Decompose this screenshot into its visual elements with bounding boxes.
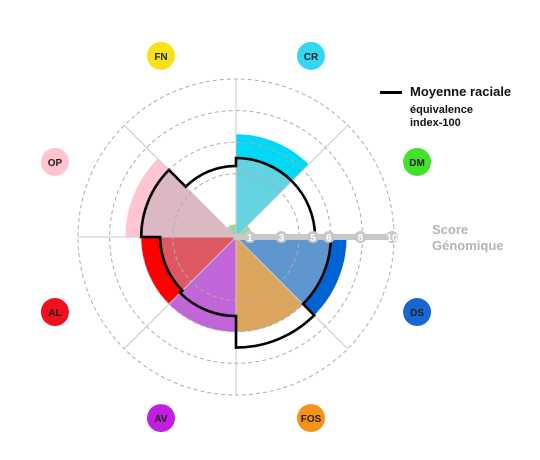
tick-marker	[307, 231, 319, 243]
axis-title-line-2: Génomique	[432, 238, 504, 253]
badge-circle	[403, 147, 432, 176]
sector-inner-fn	[227, 224, 236, 237]
badge-label: FN	[154, 52, 167, 63]
badge-cr: CR	[297, 41, 326, 70]
sector-inner-fos	[236, 237, 304, 332]
legend-subtitle-line-1: équivalence	[410, 104, 473, 116]
sector-inner-op	[141, 169, 236, 237]
legend-title: Moyenne raciale	[410, 84, 512, 99]
badge-circle	[403, 298, 432, 327]
average-outline	[139, 156, 333, 349]
sector-inner-al	[160, 237, 236, 291]
tick-marker	[243, 231, 256, 243]
badge-label: FOS	[301, 414, 322, 425]
badge-circle	[297, 404, 326, 433]
badge-fos: FOS	[297, 404, 326, 433]
badge-circle	[146, 404, 175, 433]
radial-axis-ticks: 1 3 5 6 8 10	[233, 231, 398, 244]
tick-label: 6	[326, 233, 332, 244]
badge-label: DM	[409, 158, 425, 169]
tick-label: 8	[358, 233, 364, 244]
legend-line-swatch	[380, 91, 402, 94]
badge-dm: DM	[403, 147, 432, 176]
badge-ds: DS	[403, 298, 432, 327]
badge-av: AV	[146, 404, 175, 433]
badge-circle	[40, 298, 69, 327]
badge-al: AL	[40, 298, 69, 327]
badge-circle	[40, 147, 69, 176]
axis-title-line-1: Score	[432, 222, 469, 237]
badge-label: DS	[410, 308, 424, 319]
badge-label: AV	[154, 414, 167, 425]
tick-label: 3	[279, 233, 285, 244]
badge-circle	[146, 41, 175, 70]
sector-inner-cr	[236, 158, 292, 237]
score-sectors	[125, 134, 347, 332]
legend-subtitle-line-2: index-100	[410, 117, 461, 129]
tick-marker	[275, 231, 288, 243]
tick-label: 5	[310, 233, 316, 244]
grid-spoke	[235, 236, 349, 350]
axis-title: Score Génomique	[432, 222, 512, 254]
tick-label: 10	[386, 233, 398, 244]
badge-label: CR	[304, 52, 319, 63]
badge-label: AL	[48, 308, 61, 319]
sector-inner-ds	[236, 237, 331, 305]
badge-op: OP	[40, 147, 69, 176]
tick-marker	[354, 231, 367, 243]
tick-marker	[386, 231, 398, 243]
tick-label: 1	[247, 233, 253, 244]
badge-fn: FN	[146, 41, 175, 70]
badge-label: OP	[48, 158, 63, 169]
tick-marker	[322, 231, 335, 243]
category-badges: CR DM DS FOS AV AL OP FN	[40, 41, 432, 433]
legend-subtitle: équivalence index-100	[410, 104, 500, 130]
sector-inner-av	[180, 237, 236, 316]
badge-circle	[297, 41, 326, 70]
